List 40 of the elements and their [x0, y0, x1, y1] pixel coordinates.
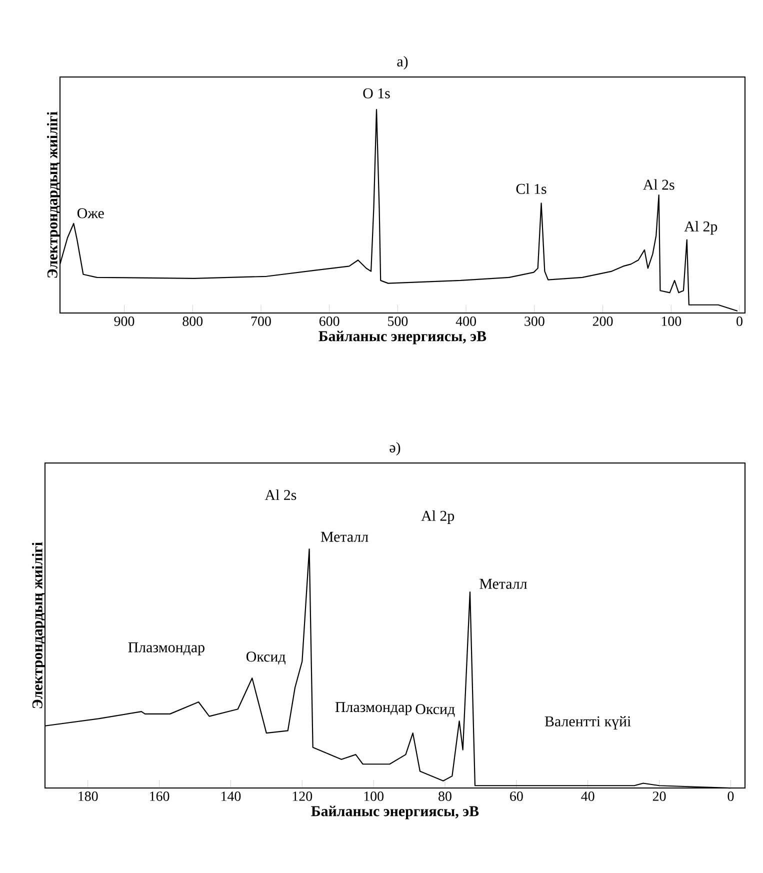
x-tick-label: 60: [510, 792, 523, 801]
x-axis-title: Байланыс энергиясы, эВ: [318, 330, 486, 344]
x-tick-label: 100: [364, 792, 384, 801]
text: Al 2p: [421, 510, 454, 524]
y-axis-title: Электрондардың жиілігі: [32, 542, 46, 708]
x-tick-label: 180: [78, 792, 98, 801]
chart-title: а): [397, 56, 408, 70]
annotation: Плазмондар: [335, 702, 412, 716]
x-tick-label: 100: [662, 316, 682, 326]
x-tick-label: 800: [182, 316, 203, 326]
annotation: O 1s: [363, 88, 390, 98]
x-tick-label: 600: [319, 316, 340, 326]
annotation: Al 2s: [643, 179, 674, 190]
annotation: Металл: [480, 578, 527, 589]
x-tick-label: 160: [150, 792, 170, 801]
annotation: Оксид: [246, 652, 286, 664]
annotation: Валентті күйі: [544, 716, 631, 730]
annotation: Cl 1s: [516, 183, 546, 194]
x-tick-label: 0: [736, 316, 742, 326]
annotation: Al 2p: [684, 221, 718, 235]
x-tick-label: 80: [438, 792, 452, 801]
x-tick-label: 200: [592, 316, 613, 326]
x-tick-label: 120: [292, 792, 312, 801]
x-tick-label: 400: [456, 316, 476, 326]
x-tick-label: 20: [652, 792, 666, 801]
x-tick-label: 700: [251, 316, 271, 326]
x-axis-title: Байланыс энергиясы, эВ: [311, 806, 479, 820]
annotation: Металл: [320, 532, 368, 542]
chart-title: ә): [390, 442, 400, 456]
text: Al 2s: [264, 490, 296, 500]
x-tick-label: 300: [524, 316, 544, 326]
x-tick-label: 40: [581, 792, 594, 801]
x-tick-label: 140: [221, 792, 241, 801]
annotation: Плазмондар: [128, 642, 204, 656]
x-tick-label: 900: [114, 316, 134, 326]
annotation: Оже: [77, 208, 104, 218]
x-tick-label: 0: [728, 792, 734, 801]
x-tick-label: 500: [388, 316, 408, 326]
y-axis-title: Электрондардың жиілігі: [46, 112, 60, 278]
annotation: Оксид: [416, 704, 455, 717]
